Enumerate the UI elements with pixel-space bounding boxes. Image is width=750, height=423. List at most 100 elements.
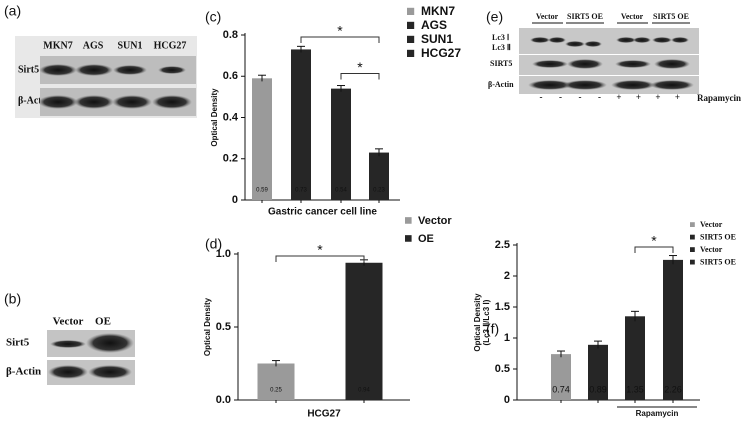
treatment-label: Rapamycin xyxy=(697,93,741,103)
lane-label: Vector xyxy=(53,316,84,328)
legend-swatch xyxy=(690,247,695,252)
y-tick-label: 0.8 xyxy=(223,29,238,41)
panel-label: (b) xyxy=(4,291,21,307)
legend-label: HCG27 xyxy=(421,46,461,60)
row-label: Lc3 Ⅰ xyxy=(492,33,509,42)
significance-star: * xyxy=(357,59,363,75)
significance-bracket xyxy=(300,36,380,43)
y-tick-label: 0.6 xyxy=(223,70,238,82)
significance-bracket xyxy=(275,255,365,262)
blot-strip xyxy=(519,55,699,75)
lane-label: HCG27 xyxy=(154,40,187,51)
y-tick-label: 0 xyxy=(232,194,238,206)
legend-label: MKN7 xyxy=(421,4,455,18)
legend-swatch xyxy=(407,21,415,29)
y-tick-label: 0.0 xyxy=(216,394,231,406)
treatment-row: - - - - + + + + xyxy=(540,92,681,102)
treatment-sign: + xyxy=(616,92,621,102)
significance-star: * xyxy=(651,233,657,249)
legend-label: Vector xyxy=(700,220,723,229)
lane-label: MKN7 xyxy=(43,40,72,51)
row-label: β-Actin xyxy=(18,95,50,106)
bar xyxy=(345,262,383,400)
row-label: β-Actin xyxy=(6,366,41,378)
significance-bracket xyxy=(634,246,674,253)
bar xyxy=(331,88,351,200)
treatment-sign: + xyxy=(675,92,680,102)
treatment-sign: - xyxy=(540,92,543,102)
row-label: β-Actin xyxy=(488,80,514,89)
y-tick-label: 2 xyxy=(504,270,510,282)
legend-swatch xyxy=(405,217,412,224)
bar xyxy=(663,259,683,400)
value-label: 1.35 xyxy=(626,384,644,394)
x-axis-label: HCG27 xyxy=(307,409,341,420)
row-label: Sirt5 xyxy=(6,337,30,349)
panel-label: (a) xyxy=(4,3,21,19)
value-label: 0.25 xyxy=(270,388,282,394)
legend-label: SIRT5 OE xyxy=(700,232,736,241)
bands xyxy=(38,64,192,109)
value-label: 0.73 xyxy=(295,188,307,194)
legend-swatch xyxy=(690,259,695,265)
legend-label: Vector xyxy=(418,215,452,227)
bar xyxy=(588,344,608,400)
lane-label: SIRT5 OE xyxy=(567,12,603,21)
lane-label: Vector xyxy=(621,12,644,21)
bar xyxy=(369,152,389,200)
significance-bracket xyxy=(340,73,380,80)
legend-swatch xyxy=(407,49,415,57)
bar xyxy=(257,363,295,400)
row-label: Lc3 Ⅱ xyxy=(492,43,511,52)
value-label: 0.59 xyxy=(256,188,268,194)
value-label: 0.74 xyxy=(552,384,570,394)
value-label: 0.23 xyxy=(373,188,385,194)
legend-swatch xyxy=(407,35,415,43)
row-label: Sirt5 xyxy=(18,64,39,75)
y-tick-label: 2.5 xyxy=(495,239,510,251)
y-axis-label: (Lc3 Ⅱ/Lc3 Ⅰ) xyxy=(482,299,491,345)
panel-label: (f) xyxy=(486,321,499,337)
legend-label: Vector xyxy=(700,245,723,254)
group-label: Rapamycin xyxy=(636,409,679,418)
bands xyxy=(48,333,134,379)
lane-label: SIRT5 OE xyxy=(653,12,689,21)
panel-label: (d) xyxy=(205,236,222,252)
value-label: 0.89 xyxy=(589,384,607,394)
significance-star: * xyxy=(337,23,343,39)
bar xyxy=(291,49,311,200)
legend-swatch xyxy=(690,234,695,240)
bands xyxy=(528,37,694,90)
bar xyxy=(252,78,272,200)
treatment-sign: - xyxy=(579,92,582,102)
treatment-sign: + xyxy=(636,92,641,102)
treatment-sign: - xyxy=(598,92,601,102)
y-tick-label: 0 xyxy=(504,394,510,406)
value-label: 2.26 xyxy=(664,384,682,394)
significance-star: * xyxy=(317,242,323,258)
panel-label: (c) xyxy=(205,9,221,25)
value-label: 0.94 xyxy=(358,388,370,394)
y-axis-label: Optical Density xyxy=(473,293,482,352)
lane-label: SUN1 xyxy=(117,40,142,51)
row-label: SIRT5 xyxy=(490,59,512,68)
legend-label: SIRT5 OE xyxy=(700,257,736,266)
y-tick-label: 1.5 xyxy=(495,301,510,313)
y-tick-label: 0.5 xyxy=(216,321,231,333)
legend-swatch xyxy=(405,235,412,242)
y-axis-label: Optical Density xyxy=(210,88,219,147)
value-label: 0.54 xyxy=(335,188,347,194)
y-tick-label: 1 xyxy=(504,332,510,344)
y-axis-label: Optical Density xyxy=(203,297,212,356)
legend-label: OE xyxy=(418,233,434,245)
treatment-sign: + xyxy=(655,92,660,102)
legend-label: SUN1 xyxy=(421,32,453,46)
y-tick-label: 0.2 xyxy=(223,153,238,165)
bar xyxy=(551,354,571,400)
lane-label: OE xyxy=(95,316,111,328)
legend-swatch xyxy=(690,222,695,227)
y-tick-label: 0.4 xyxy=(223,111,239,123)
y-tick-label: 0.5 xyxy=(495,363,510,375)
legend-swatch xyxy=(407,7,415,15)
